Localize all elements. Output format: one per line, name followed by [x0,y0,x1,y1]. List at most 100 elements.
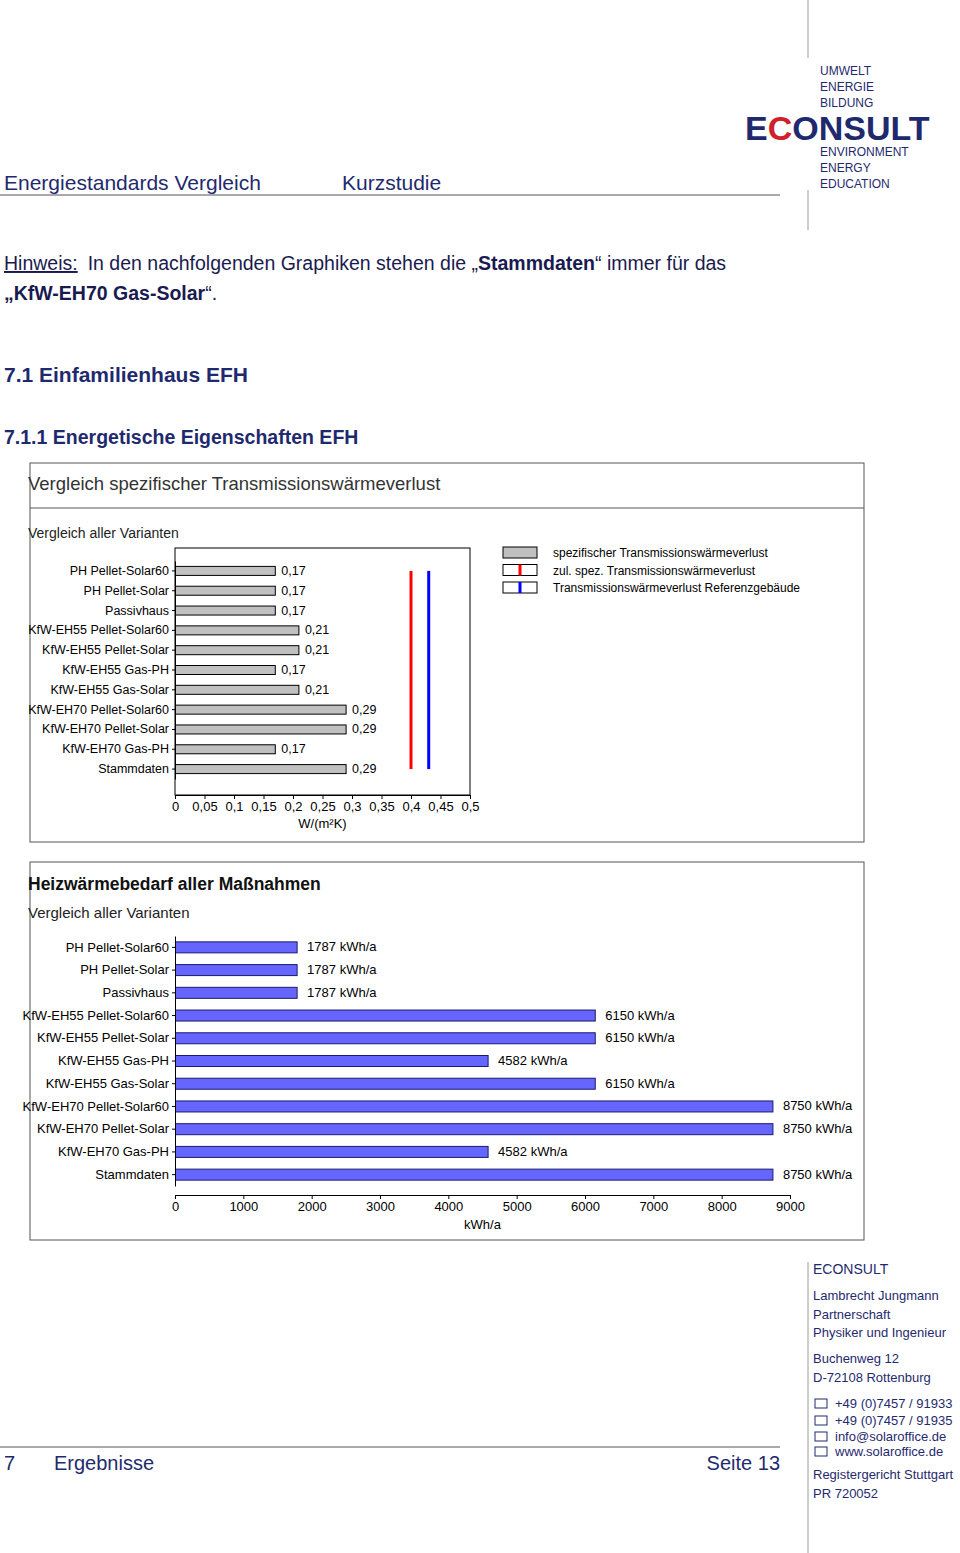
tick: KfW-EH55 Gas-PH [58,1053,175,1068]
tick-mark [172,689,175,690]
y-axis: PH Pellet-Solar60PH Pellet-SolarPassivha… [23,937,176,1187]
data-label: 0,29 [352,722,376,736]
tick-label: 9000 [776,1199,805,1214]
bar [175,942,297,953]
bar [175,745,275,754]
tick-label: 1000 [229,1199,258,1214]
tick: 0 [172,795,179,814]
logo-word: ENERGY [820,161,871,175]
data-label: 8750 kWh/a [783,1167,853,1182]
data-label: 0,21 [305,683,329,697]
tick: 9000 [776,1195,805,1214]
tick: 0,3 [343,795,361,814]
category-label: KfW-EH55 Pellet-Solar60 [23,1008,169,1023]
tick: 0,4 [402,795,420,814]
logo: UMWELTENERGIEBILDUNGECONSULTENVIRONMENTE… [745,64,930,191]
tick-label: 6000 [571,1199,600,1214]
contact-icon [815,1399,827,1408]
footer-partner: Partnerschaft [813,1307,891,1322]
tick: KfW-EH55 Pellet-Solar60 [23,1008,175,1023]
tick: Stammdaten [98,762,175,776]
tick-mark [172,729,175,730]
chart-separator [30,508,864,509]
tick: KfW-EH70 Pellet-Solar60 [23,1099,175,1114]
bar [175,685,299,694]
page: Energiestandards Vergleich Kurzstudie UMWE… [0,0,960,1553]
tick-mark [172,1038,175,1039]
reference-line [427,571,430,769]
footer-partner: Physiker und Ingenieur [813,1325,947,1340]
header-subtitle: Kurzstudie [342,171,441,194]
footer-address: D-72108 Rottenburg [813,1370,931,1385]
tick-mark [172,749,175,750]
tick-mark [172,1151,175,1152]
tick-label: 0,45 [428,799,453,814]
tick: KfW-EH55 Gas-Solar [46,1076,175,1091]
category-label: KfW-EH55 Pellet-Solar60 [28,623,169,637]
tick-mark [172,630,175,631]
tick: KfW-EH70 Gas-PH [62,742,175,756]
tick-label: 7000 [639,1199,668,1214]
tick-label: 0,15 [251,799,276,814]
data-label: 1787 kWh/a [307,985,377,1000]
data-label: 0,17 [281,564,305,578]
tick: 0,05 [192,795,217,814]
legend-swatch [503,582,537,593]
footer-divider [808,1262,809,1553]
tick: 4000 [434,1195,463,1214]
footer-partner: Lambrecht Jungmann [813,1288,939,1303]
plot-marks [175,942,773,1180]
tick-label: 4000 [434,1199,463,1214]
data-labels: 1787 kWh/a1787 kWh/a1787 kWh/a6150 kWh/a… [307,939,853,1181]
note-part: “. [205,282,217,304]
legend-swatch [503,565,537,576]
tick-mark [172,1083,175,1084]
category-label: KfW-EH70 Gas-PH [58,1144,169,1159]
category-label: KfW-EH70 Pellet-Solar60 [28,703,169,717]
data-label: 0,29 [352,703,376,717]
tick: 0 [172,1195,179,1214]
note-part: „KfW-EH70 Gas-Solar [4,282,206,304]
note: Hinweis:In den nachfolgenden Graphiken s… [4,252,726,304]
bar [175,765,346,774]
data-label: 8750 kWh/a [783,1121,853,1136]
header-title: Energiestandards Vergleich [4,171,261,194]
data-label: 0,21 [305,643,329,657]
header: Energiestandards Vergleich Kurzstudie [0,0,808,230]
axis-line [175,937,176,1187]
bar [175,646,299,655]
bar [175,566,275,575]
tick: 8000 [708,1195,737,1214]
tick-mark [172,992,175,993]
tick-label: 0,3 [343,799,361,814]
note-line: „KfW-EH70 Gas-Solar“. [4,282,217,304]
logo-rule [808,0,809,58]
tick: PH Pellet-Solar [84,584,175,598]
logo-name: ECONSULT [745,109,930,147]
tick: PH Pellet-Solar60 [70,564,175,578]
tick: 5000 [503,1195,532,1214]
category-label: KfW-EH55 Gas-Solar [46,1076,170,1091]
bar [175,705,346,714]
tick-label: 0,2 [284,799,302,814]
tick-mark [172,1174,175,1175]
tick: 7000 [639,1195,668,1214]
footer-page: Seite 13 [707,1452,780,1474]
data-label: 1787 kWh/a [307,939,377,954]
tick-mark [172,650,175,651]
footer-contact: +49 (0)7457 / 91935 [835,1413,952,1428]
data-label: 6150 kWh/a [605,1076,675,1091]
note-part: “ immer für das [595,252,726,274]
category-label: KfW-EH70 Pellet-Solar [42,722,169,736]
tick-mark [172,1106,175,1107]
data-label: 0,17 [281,663,305,677]
tick: 0,5 [461,795,479,814]
category-label: Stammdaten [98,762,169,776]
bar [175,1010,595,1021]
footer: 7ErgebnisseSeite 13ECONSULTLambrecht Jun… [0,1261,954,1553]
footer-register: PR 720052 [813,1486,878,1501]
contact-icon [815,1432,827,1441]
x-axis: 00,050,10,150,20,250,30,350,40,450,5 [172,795,480,814]
footer-contact: +49 (0)7457 / 91933 [835,1396,952,1411]
bar [175,1078,595,1089]
